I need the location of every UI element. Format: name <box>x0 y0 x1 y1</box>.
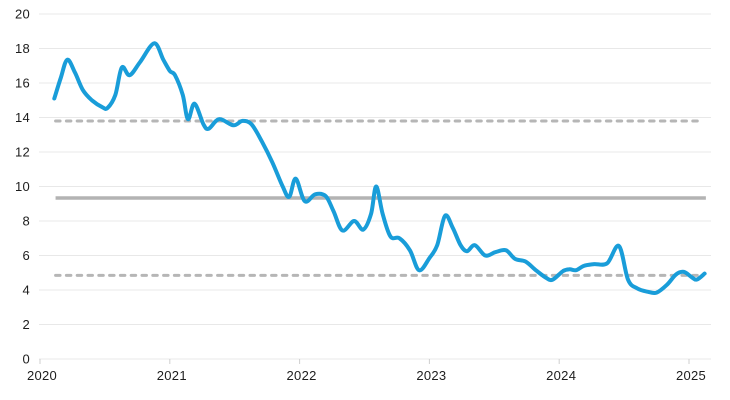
x-axis-labels: 2020 2021 2022 2023 2024 2025 <box>27 368 706 383</box>
y-axis-label: 2 <box>22 317 30 332</box>
y-axis-label: 18 <box>15 41 30 56</box>
data-series <box>52 41 707 296</box>
x-axis-ticks <box>39 359 690 364</box>
y-axis-label: 0 <box>22 352 30 367</box>
x-axis-label: 2025 <box>676 368 706 383</box>
y-axis-label: 6 <box>22 248 30 263</box>
x-axis-label: 2022 <box>287 368 317 383</box>
y-axis-label: 16 <box>15 76 30 91</box>
y-axis-label: 8 <box>22 214 30 229</box>
y-axis-label: 4 <box>22 283 30 298</box>
x-axis-label: 2021 <box>157 368 187 383</box>
y-axis-labels: 0 2 4 6 8 10 12 14 16 18 20 <box>15 7 30 367</box>
x-axis-label: 2020 <box>27 368 57 383</box>
x-axis-label: 2024 <box>546 368 576 383</box>
x-axis-label: 2023 <box>416 368 446 383</box>
y-axis-label: 20 <box>15 7 30 22</box>
y-axis-label: 14 <box>15 110 30 125</box>
y-axis-label: 12 <box>15 145 30 160</box>
y-axis-label: 10 <box>15 179 30 194</box>
main-series-line <box>52 41 707 296</box>
